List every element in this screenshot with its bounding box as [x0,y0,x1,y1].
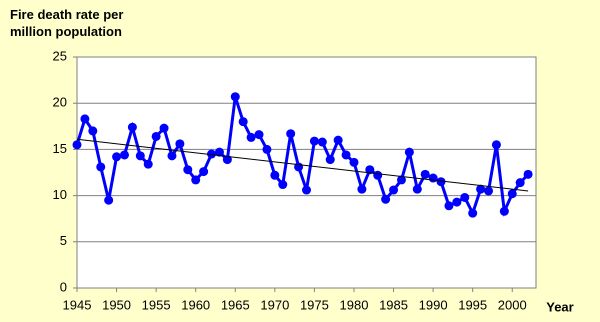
data-point [484,186,494,196]
data-point [167,151,177,161]
plot-area [76,56,537,289]
data-point [88,126,98,136]
trend-line [76,138,529,192]
x-tick-label: 1960 [181,297,210,312]
data-point [246,132,256,142]
data-point [214,147,224,157]
x-tick-label: 1950 [102,297,131,312]
data-point [302,185,311,195]
data-point [436,177,446,187]
x-tick-label: 1970 [260,297,289,312]
x-tick-label: 1965 [221,297,250,312]
data-point [420,169,430,179]
data-point [317,137,327,147]
data-point [460,192,470,202]
data-point [151,131,161,141]
data-point [333,135,343,145]
data-point [199,167,209,177]
x-tick-label: 1980 [340,297,369,312]
data-point [491,140,501,150]
data-point [127,122,137,132]
x-tick-label: 1995 [458,297,487,312]
data-point [80,114,90,124]
data-point [476,184,486,194]
data-point [365,165,375,175]
data-point [452,197,462,207]
data-point [515,178,525,188]
data-point [373,170,383,180]
data-point [428,173,438,183]
data-point [309,136,319,146]
data-point [230,92,240,102]
data-point [286,129,296,139]
data-point [270,170,280,180]
data-point [254,130,264,140]
data-point [262,144,272,154]
data-point [222,155,232,165]
data-point [112,152,122,162]
data-point [389,185,399,195]
chart-title: Fire death rate per million population [10,7,124,39]
x-tick-label: 1975 [300,297,329,312]
data-point [96,162,106,172]
data-point [404,147,414,157]
data-point [357,184,367,194]
data-point [349,157,359,167]
y-tick-label: 15 [53,141,67,156]
data-point [278,180,288,190]
data-point [523,169,533,179]
data-point [159,123,169,133]
data-point [183,165,193,175]
data-point [507,189,517,199]
x-tick-label: 1990 [419,297,448,312]
data-point [119,150,129,160]
y-tick-label: 25 [53,48,67,63]
data-point [396,175,406,185]
data-point [175,139,185,149]
data-point [104,195,114,205]
x-tick-label: 1945 [63,297,92,312]
data-point [468,208,478,218]
data-point [135,151,145,161]
data-point [207,149,217,159]
data-point [325,155,335,165]
data-point [72,140,82,150]
x-tick-label: 2000 [498,297,527,312]
data-point [412,184,422,194]
y-tick-label: 5 [60,233,67,248]
x-tick-label: 1955 [142,297,171,312]
data-point [499,206,509,216]
data-point [238,117,248,127]
data-point [444,201,454,211]
data-point [143,159,153,169]
data-point [191,175,201,185]
data-point [381,194,391,204]
data-point [341,150,351,160]
x-tick-label: 1985 [379,297,408,312]
y-tick-label: 10 [53,187,67,202]
y-tick-label: 0 [60,279,67,294]
y-tick-label: 20 [53,95,67,110]
x-axis-label: Year [546,299,573,314]
